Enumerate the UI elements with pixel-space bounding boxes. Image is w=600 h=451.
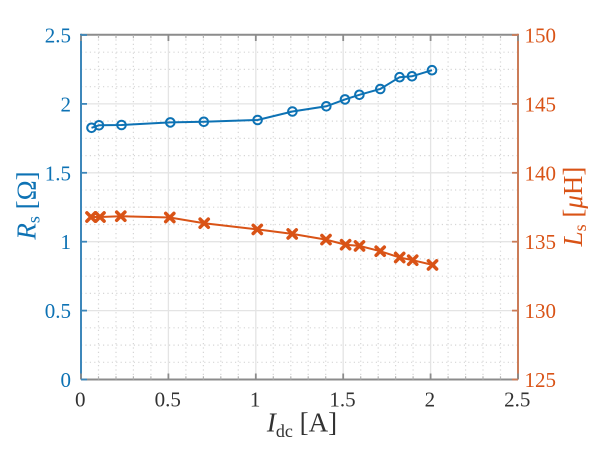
svg-text:0.5: 0.5 bbox=[45, 299, 71, 323]
svg-text:1: 1 bbox=[61, 230, 72, 254]
svg-text:140: 140 bbox=[525, 161, 557, 185]
svg-text:Rs [Ω]: Rs [Ω] bbox=[12, 171, 44, 240]
svg-text:1: 1 bbox=[250, 387, 261, 411]
svg-text:0: 0 bbox=[75, 387, 86, 411]
svg-text:1.5: 1.5 bbox=[329, 387, 355, 411]
svg-text:135: 135 bbox=[525, 230, 557, 254]
svg-text:150: 150 bbox=[525, 24, 557, 48]
svg-text:130: 130 bbox=[525, 299, 557, 323]
svg-text:2: 2 bbox=[425, 387, 436, 411]
svg-text:1.5: 1.5 bbox=[45, 161, 71, 185]
svg-text:Idc [A]: Idc [A] bbox=[266, 408, 337, 442]
svg-text:2.5: 2.5 bbox=[504, 387, 530, 411]
svg-text:125: 125 bbox=[525, 368, 557, 392]
svg-text:2: 2 bbox=[61, 92, 72, 116]
svg-text:Ls [μH]: Ls [μH] bbox=[558, 167, 590, 248]
svg-text:0.5: 0.5 bbox=[155, 387, 181, 411]
svg-text:2.5: 2.5 bbox=[45, 24, 71, 48]
svg-text:0: 0 bbox=[61, 368, 72, 392]
svg-text:145: 145 bbox=[525, 92, 557, 116]
